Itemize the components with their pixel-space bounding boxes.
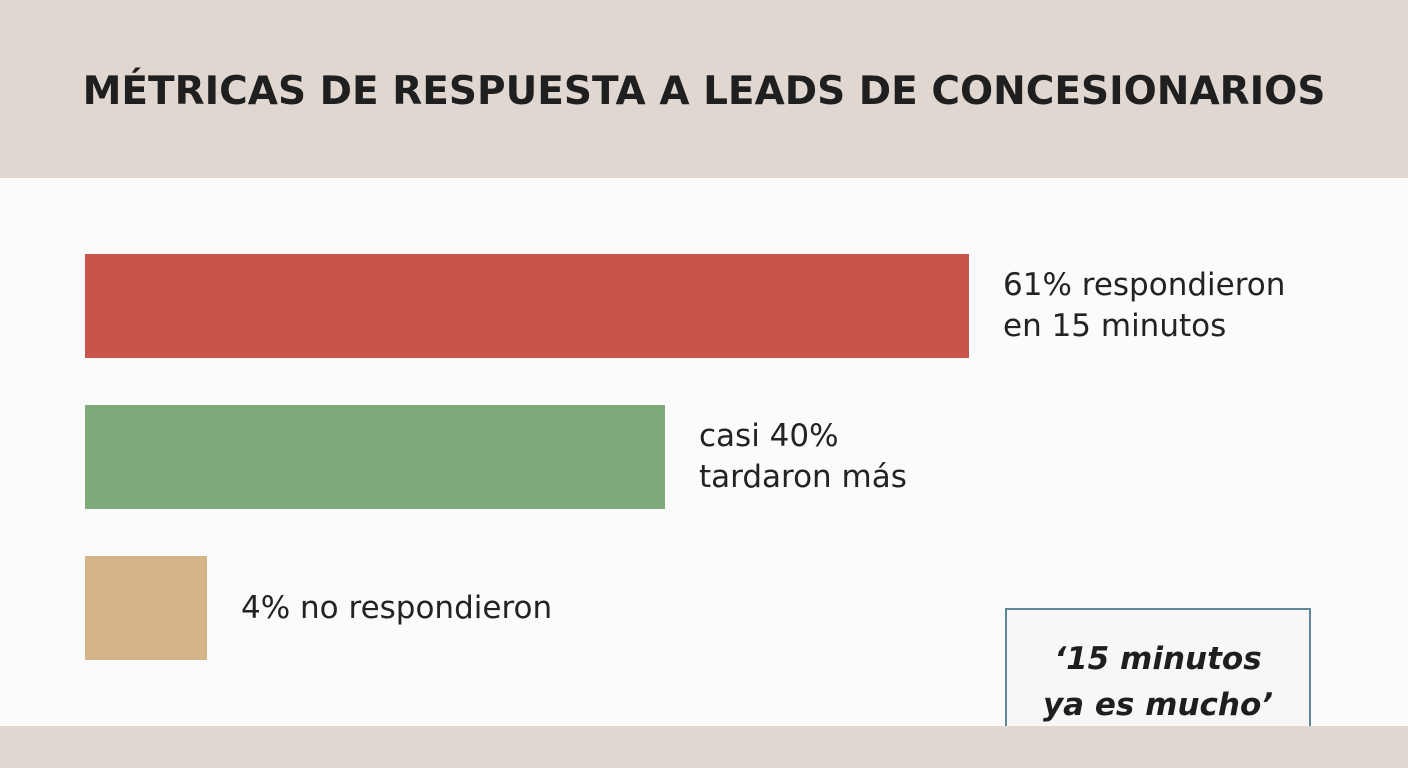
bar-label-1-line-2: en 15 minutos <box>1003 308 1227 344</box>
bar-1 <box>85 254 969 358</box>
bar-label-2: casi 40% tardaron más <box>699 416 907 498</box>
bar-label-3-line-1: 4% no respondieron <box>241 589 553 626</box>
bar-label-1: 61% respondieron en 15 minutos <box>1003 265 1285 347</box>
quote-line-2: ya es mucho’ <box>1042 687 1274 723</box>
chart-title: MÉTRICAS DE RESPUESTA A LEADS DE CONCESI… <box>82 69 1326 114</box>
bar-label-3: 4% no respondieron <box>241 588 552 629</box>
quote-line-1: ‘15 minutos <box>1054 641 1262 677</box>
bar-label-2-line-1: casi 40% <box>699 418 839 454</box>
bar-label-2-line-2: tardaron más <box>699 459 907 495</box>
chart-panel: 61% respondieron en 15 minutos casi 40% tar… <box>0 178 1408 756</box>
bar-label-1-line-1: 61% respondieron <box>1003 267 1286 303</box>
footer-band <box>0 726 1408 768</box>
bar-3 <box>85 556 207 660</box>
bar-2 <box>85 405 665 509</box>
header-band: MÉTRICAS DE RESPUESTA A LEADS DE CONCESI… <box>0 0 1408 178</box>
